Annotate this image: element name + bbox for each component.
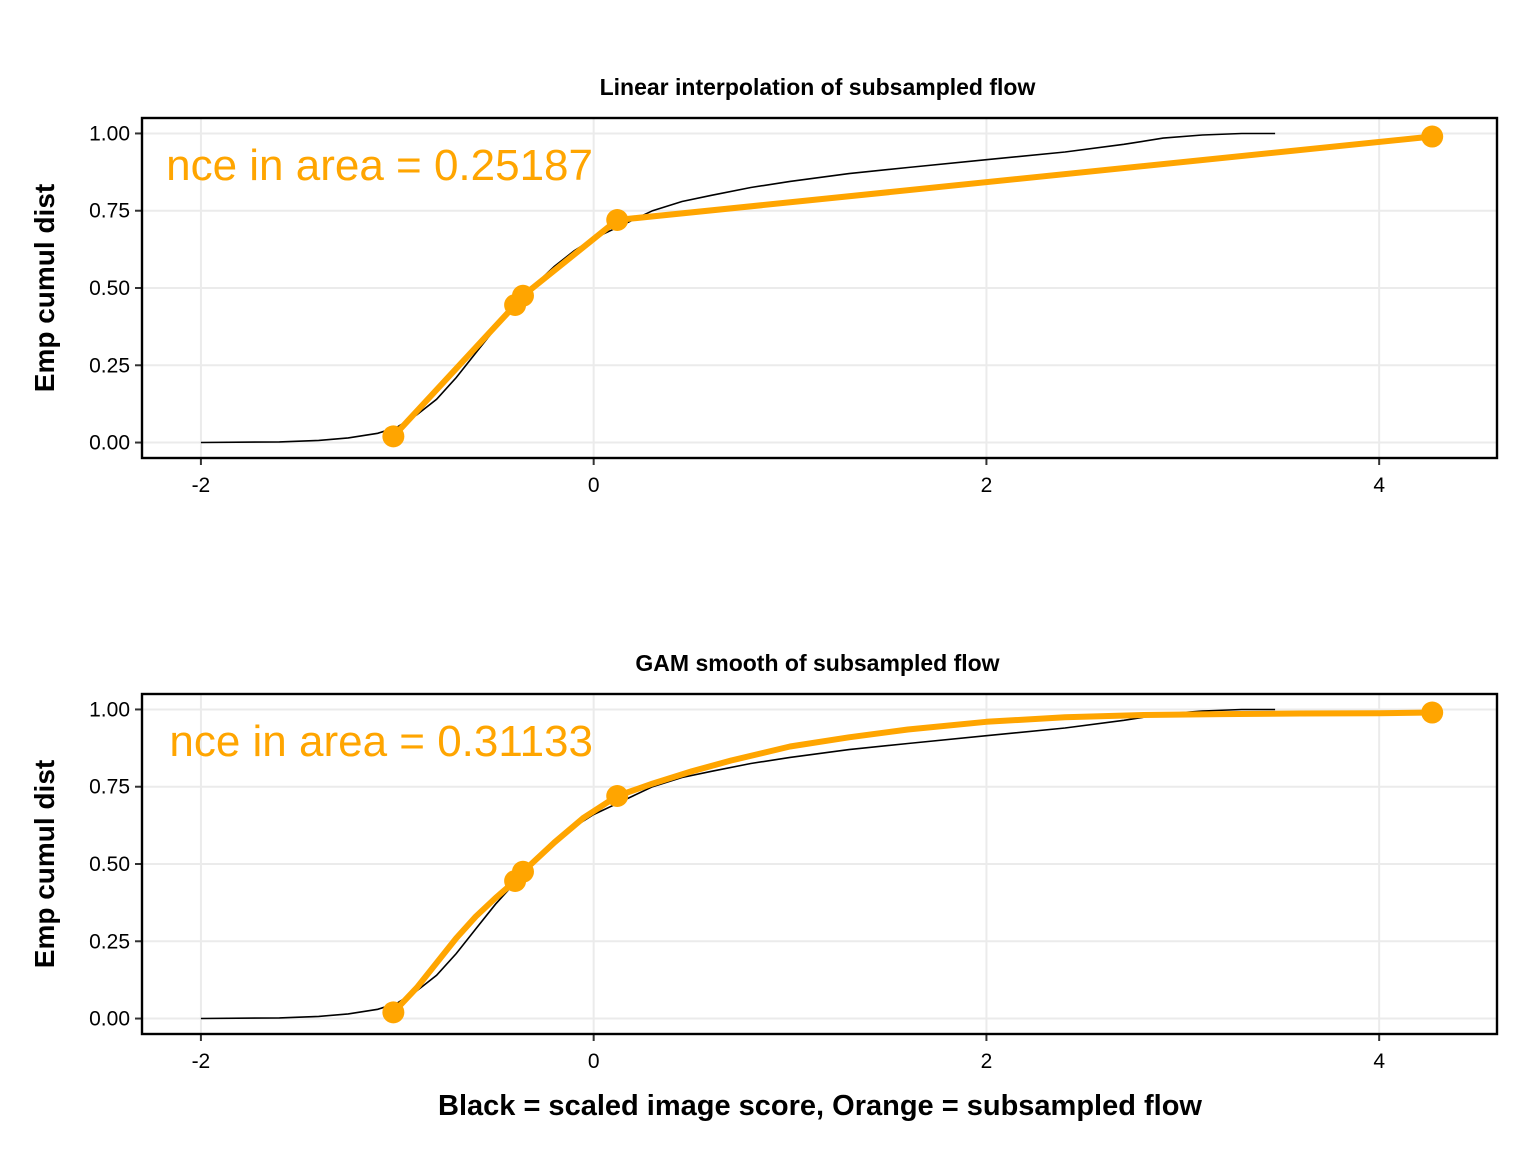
flow-point: [382, 425, 405, 448]
y-tick-label: 0.75: [89, 776, 130, 799]
chart-title: GAM smooth of subsampled flow: [635, 650, 999, 676]
flow-point: [511, 284, 534, 307]
gam-smooth-line: [390, 709, 1436, 1016]
y-tick-label: 0.00: [89, 432, 130, 455]
panel-border: [140, 692, 1499, 1036]
flow-point: [1421, 701, 1444, 724]
x-tick-label: 2: [981, 1050, 993, 1073]
x-tick-label: 0: [588, 1050, 600, 1073]
panel-linear-interpolation: Linear interpolation of subsampled flow 0…: [29, 74, 1499, 497]
y-tick-label: 0.25: [89, 930, 130, 953]
flow-point: [511, 860, 534, 883]
flow-point: [1421, 125, 1444, 148]
panel-gam-smooth: GAM smooth of subsampled flow 0.00 0.25 0.5…: [29, 650, 1499, 1073]
x-tick-label: -2: [192, 1050, 211, 1073]
x-axis-label: Black = scaled image score, Orange = sub…: [438, 1090, 1202, 1122]
y-tick-label: 0.25: [89, 354, 130, 377]
area-difference-annotation: nce in area = 0.31133: [169, 717, 593, 766]
x-tick-label: 4: [1373, 1050, 1385, 1073]
y-tick-label: 0.00: [89, 1008, 130, 1031]
y-tick-label: 0.50: [89, 853, 130, 876]
panel-border: [140, 116, 1499, 460]
y-tick-label: 1.00: [89, 122, 130, 145]
y-axis-label: Emp cumul dist: [29, 184, 60, 392]
y-tick-label: 0.75: [89, 200, 130, 223]
area-difference-annotation: nce in area = 0.25187: [166, 141, 593, 190]
x-tick-label: 4: [1373, 474, 1385, 497]
y-axis-label: Emp cumul dist: [29, 760, 60, 968]
flow-point: [382, 1001, 405, 1024]
x-tick-label: 2: [981, 474, 993, 497]
flow-point: [606, 785, 629, 807]
y-tick-label: 0.50: [89, 277, 130, 300]
y-tick-label: 1.00: [89, 698, 130, 721]
x-tick-label: -2: [192, 474, 211, 497]
chart-title: Linear interpolation of subsampled flow: [600, 74, 1036, 100]
x-tick-label: 0: [588, 474, 600, 497]
flow-point: [606, 209, 629, 231]
